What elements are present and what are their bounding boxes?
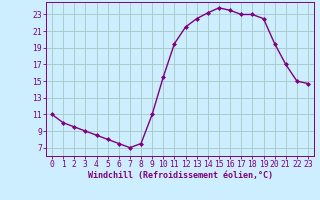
X-axis label: Windchill (Refroidissement éolien,°C): Windchill (Refroidissement éolien,°C) [87,171,273,180]
